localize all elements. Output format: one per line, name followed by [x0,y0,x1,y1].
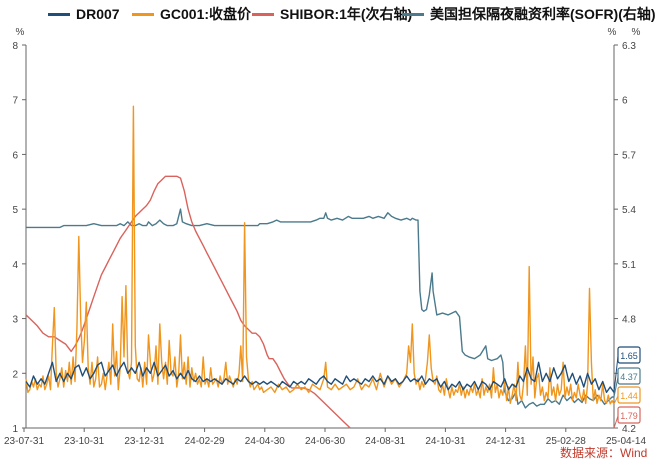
left-tick-label: 8 [12,41,18,52]
legend-swatch [132,12,154,16]
right-tick-label: 4.2 [622,424,636,435]
end-label-leader [613,355,619,393]
left-tick-label: 5 [12,205,18,216]
end-label-leader [613,376,619,398]
left-tick-label: 4 [12,260,18,271]
legend-label: SHIBOR:1年(次右轴) [280,6,413,22]
end-value-labels: 1.65 4.37 1.44 1.79 [613,346,641,429]
right-tick-label: 5.1 [622,260,636,271]
right-tick-label: 4.8 [622,315,636,326]
end-label-box [617,386,641,404]
right-axis-unit: % [632,27,641,38]
x-tick-label: 24-02-29 [185,436,225,447]
x-tick-label: 23-10-31 [64,436,104,447]
end-label-value: 1.65 [620,351,638,361]
end-label-box [617,367,641,385]
chart-lines [25,105,615,429]
legend-item-shibor[interactable]: SHIBOR:1年(次右轴) [252,3,412,25]
legend-label: DR007 [76,6,120,22]
x-tick-label: 23-12-31 [124,436,164,447]
right-tick-label: 6.3 [622,41,636,52]
left-axis-unit: % [16,27,25,38]
end-label-value: 4.37 [620,372,638,382]
left-tick-label: 1 [12,424,18,435]
chart-axes: 12345678%4.24.54.85.15.45.766.3%%23-07-3… [4,27,646,447]
legend-swatch [48,12,70,16]
end-label-box [617,406,641,424]
legend-item-sofr[interactable]: 美国担保隔夜融资利率(SOFR)(右轴) [402,3,656,25]
legend-swatch [252,12,274,16]
x-tick-label: 24-06-30 [305,436,345,447]
series-line-gc001 [25,105,615,405]
right-tick-label: 6 [622,96,628,107]
legend-item-gc001[interactable]: GC001:收盘价 [132,3,251,25]
right-axis-unit: % [608,27,617,38]
end-label-leader [613,395,619,405]
x-tick-label: 25-02-28 [546,436,586,447]
left-tick-label: 6 [12,150,18,161]
legend-label: GC001:收盘价 [160,6,252,22]
legend-label: 美国担保隔夜融资利率(SOFR)(右轴) [430,6,656,22]
legend-swatch [402,12,424,16]
chart-legend: DR007 GC001:收盘价 SHIBOR:1年(次右轴) 美国担保隔夜融资利… [0,3,660,25]
end-label-value: 1.79 [620,411,638,421]
x-tick-label: 23-07-31 [4,436,44,447]
right-tick-label: 5.4 [622,205,636,216]
x-tick-label: 25-04-14 [606,436,646,447]
series-line-sofr [26,208,614,409]
left-tick-label: 3 [12,315,18,326]
end-label-value: 1.44 [620,391,638,401]
x-tick-label: 24-12-31 [486,436,526,447]
end-label-leader [613,415,619,429]
left-tick-label: 2 [12,369,18,380]
end-label-box [617,346,641,364]
data-source-note: 数据来源：Wind [560,446,648,460]
series-line-shibor-1 [25,175,351,429]
series-line-dr007 [25,361,615,394]
left-tick-label: 7 [12,96,18,107]
right-tick-label: 5.7 [622,150,636,161]
legend-item-dr007[interactable]: DR007 [48,3,120,25]
x-tick-label: 24-10-31 [425,436,465,447]
x-tick-label: 24-08-31 [365,436,405,447]
x-tick-label: 24-04-30 [245,436,285,447]
